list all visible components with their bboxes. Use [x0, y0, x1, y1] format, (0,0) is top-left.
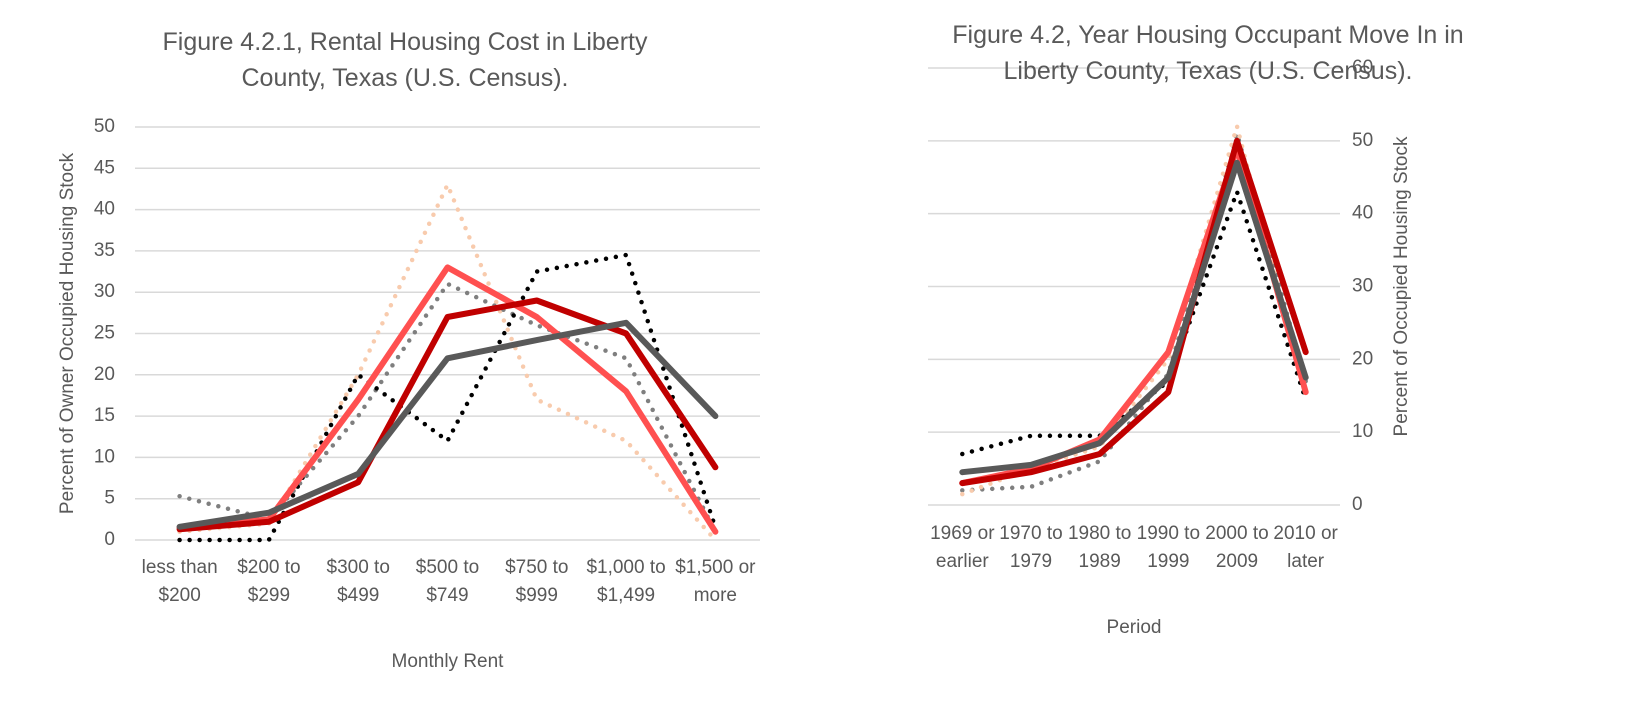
y-tick-label: 25 — [94, 323, 115, 344]
x-tick-label: 2010 or later — [1273, 523, 1338, 572]
y-tick-label: 50 — [94, 116, 115, 137]
x-axis-label: Monthly Rent — [391, 651, 504, 672]
y-axis-label: Percent of Owner Occupied Housing Stock — [57, 152, 78, 514]
y-tick-label: 5 — [104, 488, 115, 509]
y-axis-label: Percent of Occupied Housing Stock — [1391, 136, 1412, 436]
y-tick-label: 50 — [1352, 130, 1373, 151]
x-tick-label: 1969 or earlier — [930, 523, 995, 572]
x-tick-label: $1,000 to $1,499 — [586, 557, 666, 606]
chart-title: Figure 4.2, Year Housing Occupant Move I… — [952, 21, 1464, 85]
y-tick-label: 60 — [1352, 57, 1373, 78]
y-tick-label: 0 — [1352, 494, 1363, 515]
y-tick-label: 30 — [1352, 276, 1373, 297]
x-axis-label: Period — [1106, 617, 1162, 638]
x-tick-label: 2000 to 2009 — [1205, 523, 1269, 572]
series-line — [177, 252, 718, 543]
y-tick-label: 30 — [94, 281, 115, 302]
y-tick-label: 45 — [94, 157, 115, 178]
x-tick-label: 1980 to 1989 — [1067, 523, 1132, 572]
series-line — [177, 281, 718, 534]
series-line — [176, 297, 719, 533]
x-tick-label: 1990 to 1999 — [1136, 523, 1201, 572]
x-tick-label: $1,500 or more — [675, 557, 756, 606]
series-line — [959, 159, 1309, 476]
y-tick-label: 40 — [1352, 203, 1373, 224]
x-tick-label: $750 to $999 — [505, 557, 569, 606]
y-tick-label: 20 — [94, 364, 115, 385]
series-line — [960, 189, 1308, 457]
y-tick-label: 40 — [94, 199, 115, 220]
x-tick-label: $200 to $299 — [237, 557, 301, 606]
series-line — [960, 124, 1308, 497]
y-tick-label: 10 — [1352, 421, 1373, 442]
series-line — [959, 137, 1309, 487]
x-tick-label: $300 to $499 — [326, 557, 390, 606]
series-line — [176, 264, 719, 535]
x-tick-label: less than $200 — [141, 557, 218, 606]
series-line — [176, 319, 719, 530]
x-tick-label: 1970 to 1979 — [999, 523, 1063, 572]
chart-title: Figure 4.2.1, Rental Housing Cost in Lib… — [162, 28, 648, 92]
y-tick-label: 10 — [94, 446, 115, 467]
y-tick-label: 0 — [104, 529, 115, 550]
y-tick-label: 15 — [94, 405, 115, 426]
y-tick-label: 35 — [94, 240, 115, 261]
y-tick-label: 20 — [1352, 348, 1373, 369]
x-tick-label: $500 to $749 — [415, 557, 480, 606]
